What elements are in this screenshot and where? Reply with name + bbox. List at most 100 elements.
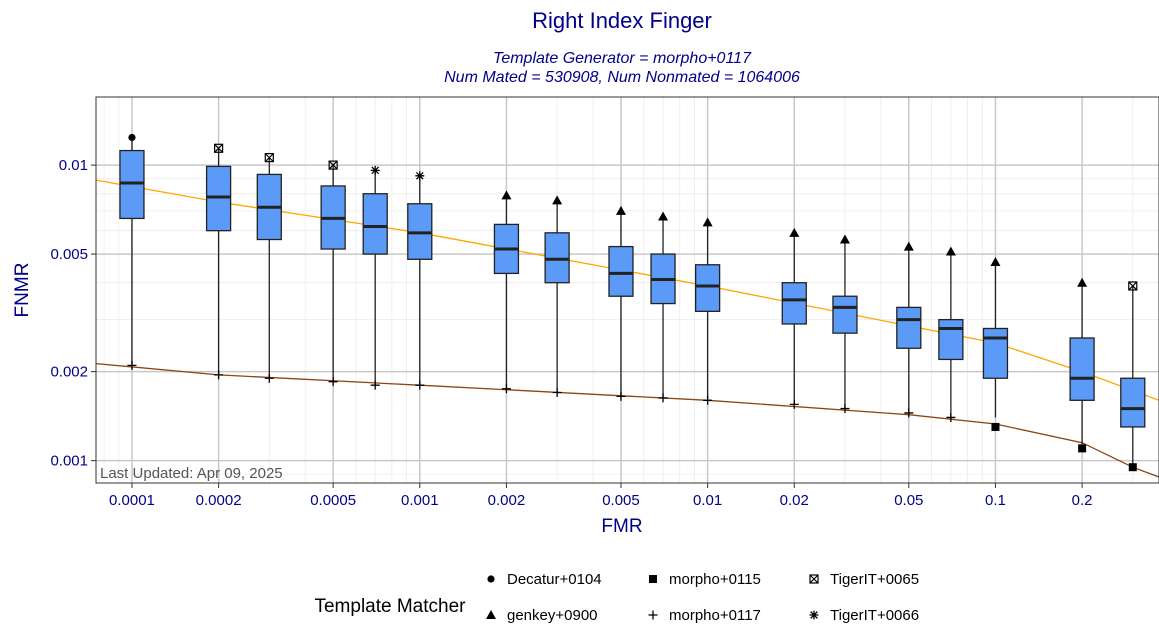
legend-key-boxx	[809, 574, 819, 584]
plot-area: 0.0001 0.0002 0.0005 0.001 0.002 0.005 0.01 0.0…	[50, 96, 1159, 509]
box-group	[938, 246, 964, 422]
legend-label: morpho+0115	[669, 571, 761, 588]
marker-plus	[214, 370, 224, 380]
box-top-marker	[128, 133, 136, 142]
marker-box	[214, 143, 224, 153]
box-body	[938, 318, 964, 361]
chart-subtitle-line-2: Num Mated = 530908, Num Nonmated = 10640…	[444, 69, 800, 86]
box-body	[608, 245, 634, 297]
legend-label: TigerIT+0066	[830, 607, 919, 624]
box-top-marker	[370, 165, 380, 175]
marker-plus	[616, 391, 626, 401]
box-body	[544, 232, 570, 284]
box-group	[407, 171, 433, 390]
box-body	[1120, 377, 1146, 428]
y-tick-label: 0.005	[50, 246, 88, 263]
legend-item: morpho+0117	[648, 607, 761, 624]
box-top-marker	[1077, 277, 1088, 287]
box-bottom-marker	[370, 380, 380, 390]
box-top-marker	[702, 217, 713, 227]
marker-plus	[415, 380, 425, 390]
box-group	[205, 143, 232, 380]
marker-triangle	[990, 257, 1001, 267]
box-top-marker	[945, 246, 956, 256]
marker-box	[264, 153, 274, 163]
legend-item: TigerIT+0066	[809, 607, 919, 624]
box-top-marker	[1128, 281, 1138, 291]
box-body	[362, 193, 388, 255]
marker-triangle	[702, 217, 713, 227]
box-body	[205, 165, 232, 232]
box-top-marker	[903, 241, 914, 251]
box-bottom-marker	[658, 393, 668, 403]
box-top-marker	[658, 211, 669, 221]
marker-plus	[946, 412, 956, 422]
marker-box-x	[809, 574, 819, 584]
marker-triangle	[658, 211, 669, 221]
box-body	[694, 264, 721, 312]
x-tick-label: 0.0005	[310, 492, 356, 509]
box-bottom-marker	[415, 380, 425, 390]
box-body	[982, 327, 1009, 379]
marker-plus	[703, 395, 713, 405]
marker-box-x	[1128, 281, 1138, 291]
marker-plus	[264, 373, 274, 383]
marker-triangle	[789, 227, 800, 237]
marker-triangle	[486, 610, 496, 619]
box-bottom-marker	[1128, 463, 1137, 472]
x-tick-label: 0.0001	[109, 492, 155, 509]
box-bottom-marker	[127, 360, 137, 370]
box-top-marker	[789, 227, 800, 237]
marker-asterisk	[809, 610, 819, 620]
marker-square	[649, 575, 657, 583]
box-body	[896, 306, 922, 349]
marker-triangle	[945, 246, 956, 256]
legend-key-square	[649, 575, 657, 583]
legend-label: Decatur+0104	[507, 571, 602, 588]
marker-dot	[487, 575, 495, 583]
x-tick-label: 0.001	[401, 492, 439, 509]
legend-key-dot	[487, 575, 495, 583]
chart-subtitle-line-1: Template Generator = morpho+0117	[493, 50, 752, 67]
legend-label: TigerIT+0065	[830, 571, 919, 588]
marker-dot	[128, 133, 136, 142]
y-axis-title: FNMR	[12, 263, 33, 318]
box-group	[320, 160, 346, 387]
marker-box	[809, 574, 819, 584]
marker-square	[991, 422, 1000, 431]
box-top-marker	[615, 205, 626, 215]
marker-plus	[328, 377, 338, 387]
marker-box-x	[264, 153, 274, 163]
box-body	[832, 295, 858, 334]
box-bottom-marker	[703, 395, 713, 405]
marker-plus	[501, 384, 511, 394]
box-top-marker	[990, 257, 1001, 267]
x-tick-label: 0.1	[985, 492, 1006, 509]
marker-triangle	[903, 241, 914, 251]
box-group	[362, 165, 388, 390]
legend-label: morpho+0117	[669, 607, 761, 624]
box-group	[832, 234, 858, 414]
marker-box	[1128, 281, 1138, 291]
marker-plus	[127, 360, 137, 370]
box-bottom-marker	[1078, 444, 1087, 453]
marker-triangle	[839, 234, 850, 244]
marker-triangle	[552, 195, 563, 205]
legend-item: genkey+0900	[486, 607, 598, 624]
box-top-marker	[415, 171, 425, 181]
box-bottom-marker	[328, 377, 338, 387]
box-group	[608, 205, 634, 401]
legend-title: Template Matcher	[314, 596, 466, 617]
y-tick-label: 0.001	[50, 453, 88, 470]
plot-border	[95, 96, 1159, 484]
box-bottom-marker	[264, 373, 274, 383]
marker-asterisk	[370, 165, 380, 175]
box-group	[544, 195, 570, 398]
box-group	[694, 217, 721, 405]
box-top-marker	[214, 143, 224, 153]
x-axis-title: FMR	[601, 516, 642, 537]
box-group	[1069, 277, 1095, 453]
box-group	[982, 257, 1009, 431]
x-tick-label: 0.002	[488, 492, 526, 509]
box-group	[1120, 281, 1146, 472]
